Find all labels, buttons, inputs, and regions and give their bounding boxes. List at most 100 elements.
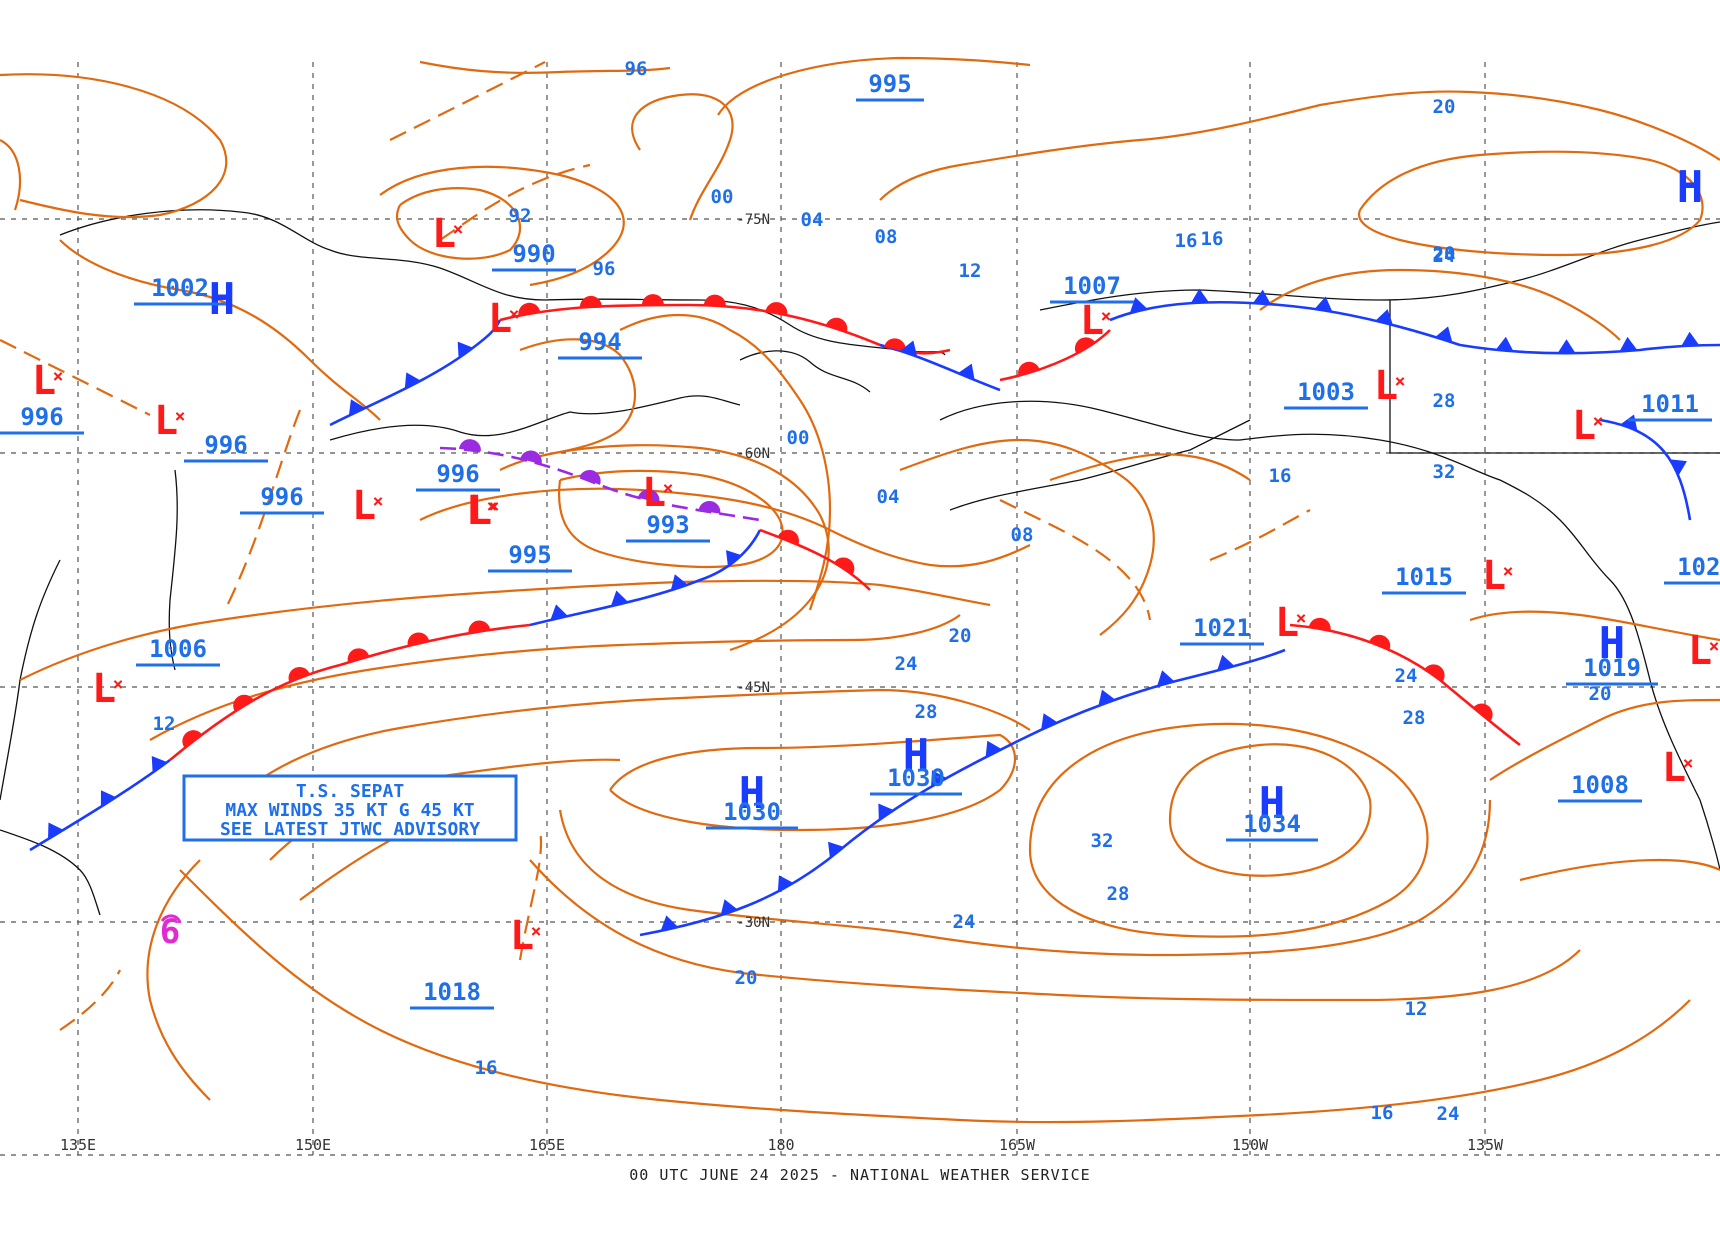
warm-front-symbol xyxy=(834,557,855,575)
warm-front-symbol xyxy=(1473,703,1493,722)
svg-text:L: L xyxy=(352,483,376,529)
isobar-label: 24 xyxy=(895,653,918,675)
cold-front-symbol xyxy=(48,822,64,840)
warm-front-symbol xyxy=(1308,617,1331,631)
cold-front-symbol xyxy=(985,740,1002,758)
isobar-label: 16 xyxy=(1371,1102,1394,1124)
occluded-front-symbol xyxy=(520,450,542,465)
warm-front-symbol xyxy=(579,295,602,308)
svg-text:6: 6 xyxy=(160,912,180,952)
svg-text:L: L xyxy=(1572,403,1596,449)
svg-text:L: L xyxy=(488,296,512,342)
lon-label: 150E xyxy=(295,1136,331,1154)
low-pressure-center: L× 995 xyxy=(468,488,572,573)
svg-text:×: × xyxy=(453,219,464,240)
warm-front xyxy=(999,329,1111,382)
cold-front-symbol xyxy=(610,590,629,607)
high-pressure-center: H xyxy=(1677,162,1704,213)
occluded-front-symbol xyxy=(458,439,481,452)
cold-front-symbol xyxy=(1495,336,1514,352)
svg-text:H: H xyxy=(209,274,236,325)
svg-text:996: 996 xyxy=(204,431,247,459)
warm-front-symbol xyxy=(765,302,788,316)
lat-label: -60N xyxy=(736,446,770,462)
svg-text:1003: 1003 xyxy=(1297,378,1355,406)
cold-front-symbol xyxy=(1157,670,1175,687)
tropical-storm-symbol: 6 xyxy=(160,912,182,952)
cold-front xyxy=(329,319,502,427)
cold-front-symbol xyxy=(1098,689,1116,706)
pressure-label: 995 xyxy=(868,70,911,98)
cold-front-symbol xyxy=(1252,289,1271,305)
cold-front xyxy=(1109,300,1720,355)
warm-front-symbol xyxy=(703,294,726,307)
low-pressure-center: L× 996 xyxy=(154,398,268,463)
warm-front-symbol xyxy=(288,666,310,682)
cold-front-symbol xyxy=(1314,296,1333,312)
svg-text:L: L xyxy=(510,913,534,959)
svg-text:×: × xyxy=(489,496,500,517)
cold-front-symbol xyxy=(958,363,975,380)
svg-text:×: × xyxy=(1296,608,1307,629)
lat-label: -45N xyxy=(736,680,770,696)
isobar-label: 12 xyxy=(1405,998,1428,1020)
lon-label: 180 xyxy=(767,1136,794,1154)
svg-text:1011: 1011 xyxy=(1641,390,1699,418)
cold-front-symbol xyxy=(1129,297,1148,314)
svg-text:1015: 1015 xyxy=(1395,563,1453,591)
svg-text:L: L xyxy=(1275,600,1299,646)
fronts xyxy=(29,300,1720,937)
svg-text:L: L xyxy=(154,398,178,444)
svg-text:×: × xyxy=(487,496,498,517)
svg-text:L: L xyxy=(468,488,492,534)
isobar-label: 16 xyxy=(1175,230,1198,252)
svg-text:996: 996 xyxy=(436,460,479,488)
cold-front-symbol xyxy=(1435,326,1453,343)
front-symbols xyxy=(48,288,1700,931)
isobar-label: 16 xyxy=(1201,228,1224,250)
advisory-line2: MAX WINDS 35 KT G 45 KT xyxy=(225,800,474,821)
svg-text:L: L xyxy=(1662,745,1686,791)
advisory-line3: SEE LATEST JTWC ADVISORY xyxy=(220,819,480,840)
svg-text:H: H xyxy=(1259,778,1286,829)
low-pressure-center: L× 1018 xyxy=(410,913,541,1010)
lat-label: -30N xyxy=(736,915,770,931)
isobar-labels: 9600040812162024283292961216202428202416… xyxy=(153,58,1612,1125)
isobar-label: 00 xyxy=(711,186,734,208)
cold-front-symbol xyxy=(1670,459,1687,476)
svg-text:×: × xyxy=(1683,753,1694,774)
svg-text:L: L xyxy=(32,358,56,404)
cold-front-symbol xyxy=(348,399,366,416)
isobars xyxy=(0,56,1720,1124)
cold-front-symbol xyxy=(670,574,688,591)
isobar-label: 28 xyxy=(1433,390,1456,412)
lon-label: 135W xyxy=(1467,1136,1504,1154)
svg-text:L: L xyxy=(466,488,490,534)
low-pressure-center: L× 1011 xyxy=(1572,390,1712,449)
geo-labels: 135E 150E 165E 180 165W 150W 135W -75N -60N -45N -… xyxy=(60,212,1504,1154)
svg-text:L: L xyxy=(1688,628,1712,674)
svg-text:1021: 1021 xyxy=(1193,614,1251,642)
cold-front-symbol xyxy=(725,550,742,567)
warm-front-symbol xyxy=(182,730,203,748)
warm-front-symbol xyxy=(884,338,906,352)
cold-front-symbol xyxy=(1217,654,1235,671)
svg-text:×: × xyxy=(1709,636,1720,657)
isobar-label: 24 xyxy=(1433,245,1456,267)
warm-front xyxy=(1289,623,1521,747)
advisory-box: T.S. SEPAT MAX WINDS 35 KT G 45 KT SEE L… xyxy=(182,774,518,842)
svg-text:1006: 1006 xyxy=(149,635,207,663)
svg-text:L: L xyxy=(642,470,666,516)
lon-label: 150W xyxy=(1232,1136,1269,1154)
svg-text:L: L xyxy=(1080,298,1104,344)
svg-text:×: × xyxy=(373,491,384,512)
low-pressure-center: L× 1006 xyxy=(92,635,220,712)
warm-front-symbol xyxy=(1018,361,1040,376)
svg-text:×: × xyxy=(113,674,124,695)
warm-front-symbol xyxy=(1369,634,1391,650)
isobar-label: 08 xyxy=(875,226,898,248)
svg-text:L: L xyxy=(432,211,456,257)
isobar-label: 28 xyxy=(915,701,938,723)
